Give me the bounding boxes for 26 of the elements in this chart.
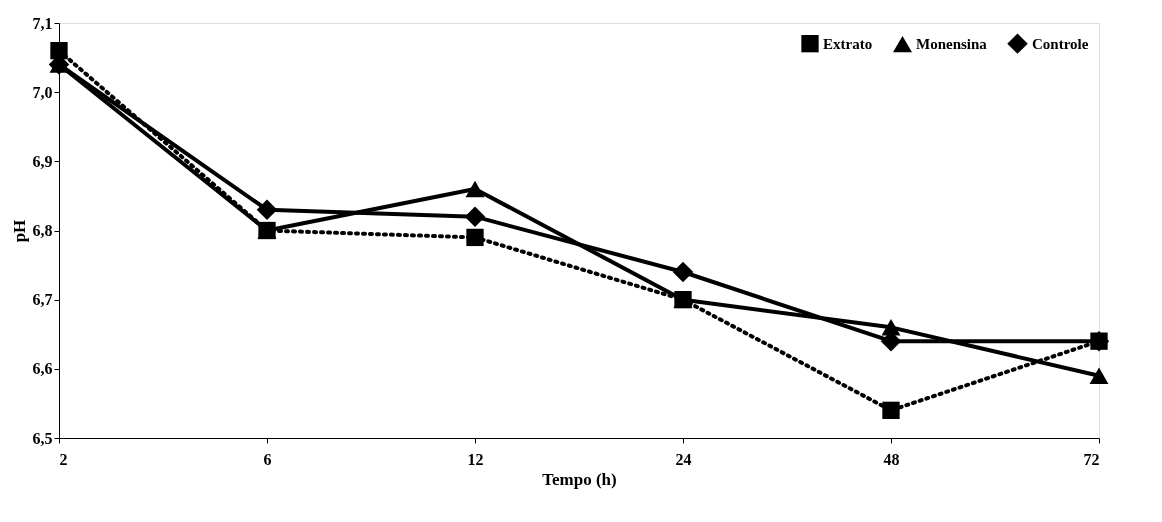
y-tick-label: 6,8 [32, 222, 53, 239]
point [464, 206, 486, 227]
legend-label: Monensina [916, 36, 988, 53]
point [465, 180, 485, 198]
y-tick-label: 6,9 [32, 152, 53, 170]
x-tick-label: 2 [59, 450, 68, 468]
x-tick-label: 12 [467, 450, 484, 468]
x-tick-label: 6 [263, 450, 272, 468]
y-tick-label: 6,5 [32, 429, 53, 447]
x-tick-label: 48 [883, 450, 900, 468]
y-tick-label: 7,0 [32, 83, 53, 101]
point [882, 401, 900, 419]
x-tick-label: 24 [675, 450, 692, 468]
x-axis-title: Tempo (h) [542, 469, 617, 489]
point [672, 261, 694, 283]
point [466, 228, 484, 247]
y-axis-title: pH [9, 219, 29, 243]
point [50, 42, 68, 60]
point [1089, 367, 1109, 384]
y-tick-label: 6,6 [32, 360, 53, 378]
x-tick-label: 72 [1083, 450, 1100, 468]
y-tick-label: 7,1 [32, 14, 53, 32]
legend-label: Controle [1032, 35, 1089, 52]
legend-label: Extrato [823, 35, 873, 52]
y-tick-label: 6,7 [32, 291, 53, 309]
point [256, 199, 278, 220]
